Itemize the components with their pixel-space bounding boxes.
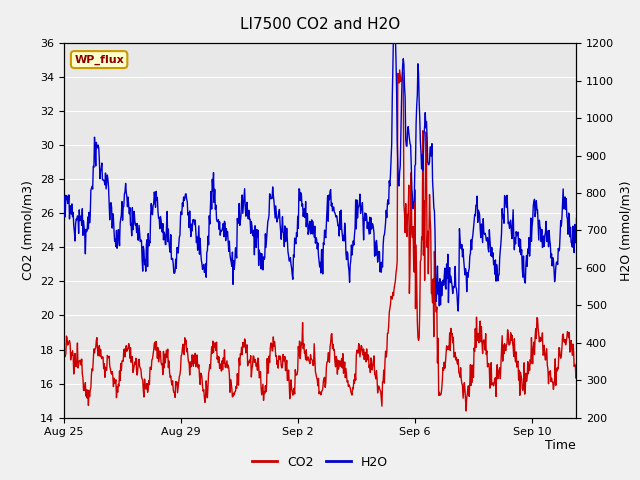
Y-axis label: CO2 (mmol/m3): CO2 (mmol/m3) — [22, 180, 35, 280]
Text: Time: Time — [545, 439, 576, 452]
Text: WP_flux: WP_flux — [74, 54, 124, 65]
Legend: CO2, H2O: CO2, H2O — [247, 451, 393, 474]
Y-axis label: H2O (mmol/m3): H2O (mmol/m3) — [620, 180, 632, 281]
Text: LI7500 CO2 and H2O: LI7500 CO2 and H2O — [240, 17, 400, 32]
